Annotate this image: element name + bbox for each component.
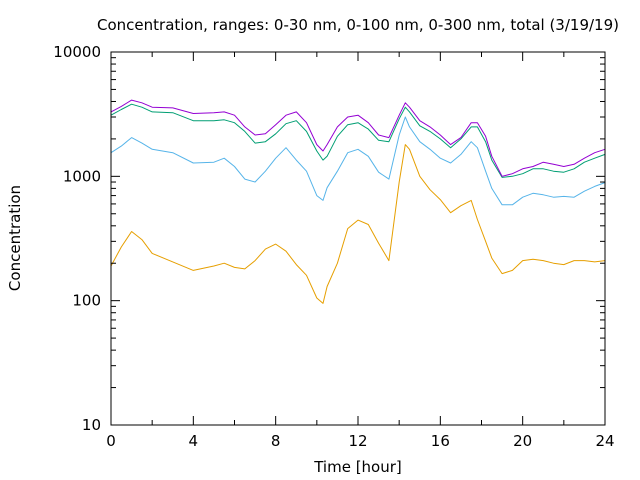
- y-tick-label: 100: [72, 292, 101, 310]
- series-line-3: [110, 99, 606, 177]
- x-axis-label: Time [hour]: [313, 458, 402, 476]
- y-tick-label: 10: [82, 416, 101, 434]
- y-tick-label: 10000: [53, 43, 101, 61]
- series-line-2: [110, 103, 606, 178]
- series-layer: [110, 99, 606, 304]
- x-tick-label: 24: [595, 432, 614, 450]
- chart-title: Concentration, ranges: 0-30 nm, 0-100 nm…: [97, 16, 619, 34]
- series-line-1: [110, 116, 606, 206]
- x-tick-label: 12: [348, 432, 367, 450]
- y-tick-label: 1000: [63, 167, 101, 185]
- x-tick-label: 0: [106, 432, 116, 450]
- plot-frame: [110, 51, 606, 426]
- x-tick-label: 8: [271, 432, 281, 450]
- x-tick-label: 4: [189, 432, 199, 450]
- y-axis-label: Concentration: [6, 185, 24, 291]
- x-tick-label: 16: [431, 432, 450, 450]
- x-tick-label: 20: [513, 432, 532, 450]
- tick-layer: 0 4 8 12 16 20 24 10 100 1000 10000: [53, 43, 614, 450]
- series-line-0: [110, 144, 606, 304]
